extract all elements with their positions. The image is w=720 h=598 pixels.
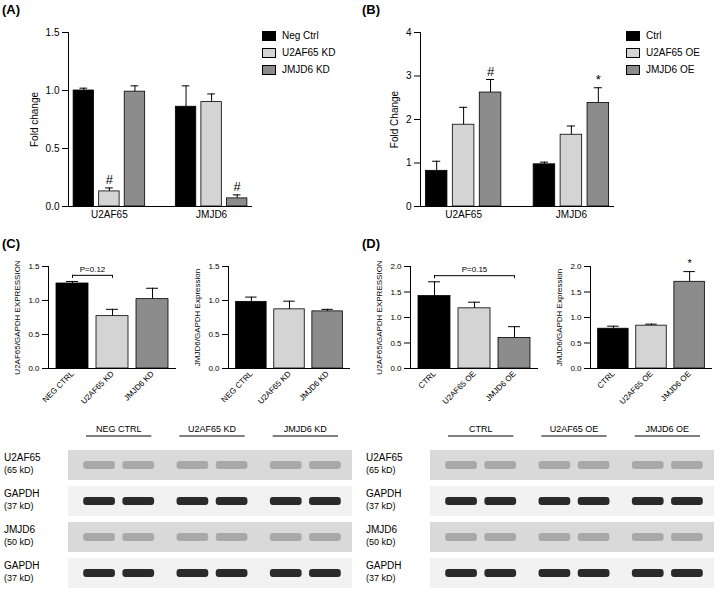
svg-text:GAPDH: GAPDH bbox=[366, 560, 402, 571]
svg-text:*: * bbox=[596, 72, 601, 87]
html-text:JMJD6 OE: JMJD6 OE bbox=[646, 64, 695, 75]
svg-text:1.5: 1.5 bbox=[28, 262, 40, 271]
svg-text:JMJD6: JMJD6 bbox=[366, 524, 398, 535]
html-text:(C): (C) bbox=[2, 236, 20, 251]
svg-text:P=0.12: P=0.12 bbox=[80, 265, 106, 274]
svg-text:JMJD6 KD: JMJD6 KD bbox=[284, 424, 328, 434]
svg-text:3: 3 bbox=[406, 70, 412, 81]
svg-text:0.5: 0.5 bbox=[570, 339, 582, 348]
svg-text:0.5: 0.5 bbox=[390, 339, 402, 348]
svg-text:JMJD6 KD: JMJD6 KD bbox=[122, 369, 156, 403]
svg-text:2.0: 2.0 bbox=[390, 262, 402, 271]
svg-text:(65 kD): (65 kD) bbox=[4, 465, 34, 475]
svg-text:NEG CTRL: NEG CTRL bbox=[96, 424, 142, 434]
svg-text:JMJD6 OE: JMJD6 OE bbox=[484, 369, 518, 403]
html-text:(D): (D) bbox=[362, 236, 380, 251]
svg-text:(37 kD): (37 kD) bbox=[4, 573, 34, 583]
svg-text:0.0: 0.0 bbox=[390, 364, 402, 373]
svg-text:2: 2 bbox=[406, 114, 412, 125]
svg-text:#: # bbox=[487, 64, 495, 79]
svg-text:JMJD6: JMJD6 bbox=[196, 209, 228, 220]
svg-text:U2AF65 OE: U2AF65 OE bbox=[550, 424, 599, 434]
svg-text:1.5: 1.5 bbox=[208, 262, 220, 271]
svg-text:4: 4 bbox=[406, 27, 412, 38]
svg-text:CTRL: CTRL bbox=[417, 369, 439, 391]
svg-text:NEG CTRL: NEG CTRL bbox=[41, 369, 76, 404]
svg-text:1.0: 1.0 bbox=[46, 85, 60, 96]
svg-text:CTRL: CTRL bbox=[595, 369, 617, 391]
svg-text:0.5: 0.5 bbox=[208, 330, 220, 339]
svg-text:1: 1 bbox=[406, 157, 412, 168]
svg-text:(37 kD): (37 kD) bbox=[4, 501, 34, 511]
svg-text:1.0: 1.0 bbox=[28, 296, 40, 305]
svg-text:0.0: 0.0 bbox=[28, 364, 40, 373]
svg-text:JMJD6/GAPDH Expression: JMJD6/GAPDH Expression bbox=[555, 269, 564, 366]
svg-text:(65 kD): (65 kD) bbox=[366, 465, 396, 475]
html-text:(B): (B) bbox=[362, 2, 380, 17]
svg-text:JMJD6 OE: JMJD6 OE bbox=[646, 424, 690, 434]
svg-text:0.5: 0.5 bbox=[46, 143, 60, 154]
svg-text:JMJD6 KD: JMJD6 KD bbox=[297, 369, 331, 403]
svg-text:0.5: 0.5 bbox=[28, 330, 40, 339]
svg-text:1.0: 1.0 bbox=[208, 296, 220, 305]
svg-text:GAPDH: GAPDH bbox=[4, 488, 40, 499]
svg-text:U2AF65 KD: U2AF65 KD bbox=[188, 424, 237, 434]
svg-text:(37 kD): (37 kD) bbox=[366, 501, 396, 511]
svg-text:(50 kD): (50 kD) bbox=[4, 537, 34, 547]
svg-text:U2AF65/GAPDH EXPRESSION: U2AF65/GAPDH EXPRESSION bbox=[375, 260, 384, 374]
svg-text:0.0: 0.0 bbox=[46, 201, 60, 212]
svg-text:#: # bbox=[234, 179, 242, 194]
html-text:U2AF65 KD: U2AF65 KD bbox=[282, 47, 336, 58]
svg-text:1.5: 1.5 bbox=[390, 288, 402, 297]
svg-text:(37 kD): (37 kD) bbox=[366, 573, 396, 583]
svg-text:(50 kD): (50 kD) bbox=[366, 537, 396, 547]
svg-text:Fold change: Fold change bbox=[29, 92, 40, 147]
svg-text:U2AF65: U2AF65 bbox=[445, 209, 482, 220]
svg-text:2.0: 2.0 bbox=[570, 262, 582, 271]
html-text:(A): (A) bbox=[2, 2, 20, 17]
svg-text:1.5: 1.5 bbox=[46, 27, 60, 38]
svg-text:U2AF65 OE: U2AF65 OE bbox=[441, 369, 478, 406]
svg-text:0.0: 0.0 bbox=[208, 364, 220, 373]
svg-text:GAPDH: GAPDH bbox=[4, 560, 40, 571]
svg-text:*: * bbox=[687, 257, 692, 269]
html-text:Neg Ctrl: Neg Ctrl bbox=[282, 30, 319, 41]
svg-text:U2AF65 KD: U2AF65 KD bbox=[256, 369, 293, 406]
svg-text:0.0: 0.0 bbox=[570, 364, 582, 373]
svg-text:U2AF65/GAPDH EXPRESSION: U2AF65/GAPDH EXPRESSION bbox=[13, 260, 22, 374]
svg-text:JMJD6 OE: JMJD6 OE bbox=[659, 369, 693, 403]
svg-text:NEG CTRL: NEG CTRL bbox=[220, 369, 255, 404]
svg-text:P=0.15: P=0.15 bbox=[462, 265, 488, 274]
svg-text:U2AF65 KD: U2AF65 KD bbox=[79, 369, 116, 406]
svg-text:1.5: 1.5 bbox=[570, 288, 582, 297]
svg-text:U2AF65 OE: U2AF65 OE bbox=[618, 369, 655, 406]
svg-text:#: # bbox=[106, 172, 114, 187]
svg-text:CTRL: CTRL bbox=[469, 424, 493, 434]
html-text:JMJD6 KD: JMJD6 KD bbox=[282, 64, 330, 75]
svg-text:U2AF65: U2AF65 bbox=[91, 209, 128, 220]
svg-text:JMJD6: JMJD6 bbox=[556, 209, 588, 220]
svg-text:1.0: 1.0 bbox=[390, 313, 402, 322]
html-text:Ctrl: Ctrl bbox=[646, 30, 662, 41]
svg-text:0: 0 bbox=[406, 201, 412, 212]
svg-text:1.0: 1.0 bbox=[570, 313, 582, 322]
svg-text:JMJD6/GAPDH Expression: JMJD6/GAPDH Expression bbox=[193, 269, 202, 366]
svg-text:JMJD6: JMJD6 bbox=[4, 524, 36, 535]
svg-text:GAPDH: GAPDH bbox=[366, 488, 402, 499]
svg-text:U2AF65: U2AF65 bbox=[4, 452, 41, 463]
svg-text:Fold Change: Fold Change bbox=[389, 90, 400, 148]
svg-text:U2AF65: U2AF65 bbox=[366, 452, 403, 463]
html-text:U2AF65 OE: U2AF65 OE bbox=[646, 47, 700, 58]
